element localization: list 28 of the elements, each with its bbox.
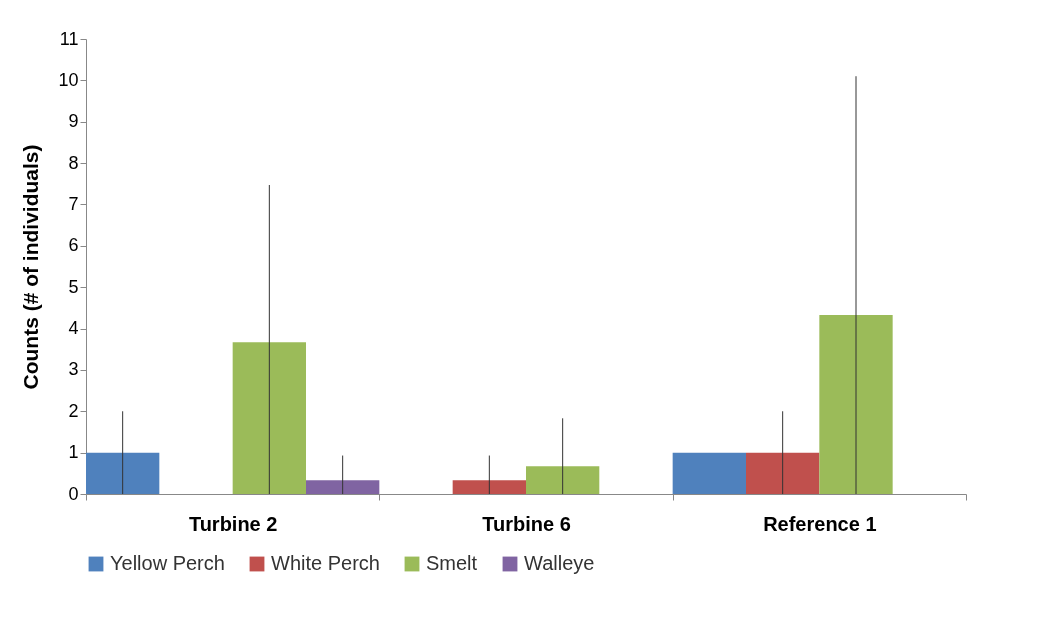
legend-label: Smelt — [426, 552, 478, 574]
legend-label: Walleye — [524, 552, 595, 574]
y-tick-label: 8 — [68, 152, 79, 173]
bar — [819, 314, 893, 494]
y-axis-title: Counts (# of individuals) — [19, 144, 43, 390]
legend-label: White Perch — [271, 552, 380, 574]
bar — [526, 466, 600, 494]
bar — [746, 452, 820, 494]
bar — [86, 452, 160, 494]
y-tick-label: 5 — [68, 276, 79, 297]
y-tick-label: 0 — [68, 483, 79, 504]
y-tick-label: 6 — [68, 235, 79, 256]
x-tick-label: Turbine 2 — [188, 512, 278, 535]
x-tick-label: Reference 1 — [763, 512, 877, 535]
x-tick-label: Turbine 6 — [482, 512, 571, 535]
bar — [452, 480, 526, 494]
y-tick-label: 1 — [68, 442, 79, 463]
y-tick-label: 11 — [59, 28, 79, 49]
y-tick-label: 9 — [68, 111, 79, 132]
legend-label: Yellow Perch — [110, 552, 225, 574]
y-tick-label: 10 — [58, 69, 79, 90]
y-tick-label: 4 — [68, 318, 79, 339]
bar — [672, 452, 746, 494]
bar — [306, 480, 380, 494]
y-tick-label: 3 — [68, 359, 79, 380]
y-tick-label: 2 — [68, 400, 79, 421]
y-tick-label: 7 — [68, 193, 79, 214]
bar — [232, 342, 306, 494]
